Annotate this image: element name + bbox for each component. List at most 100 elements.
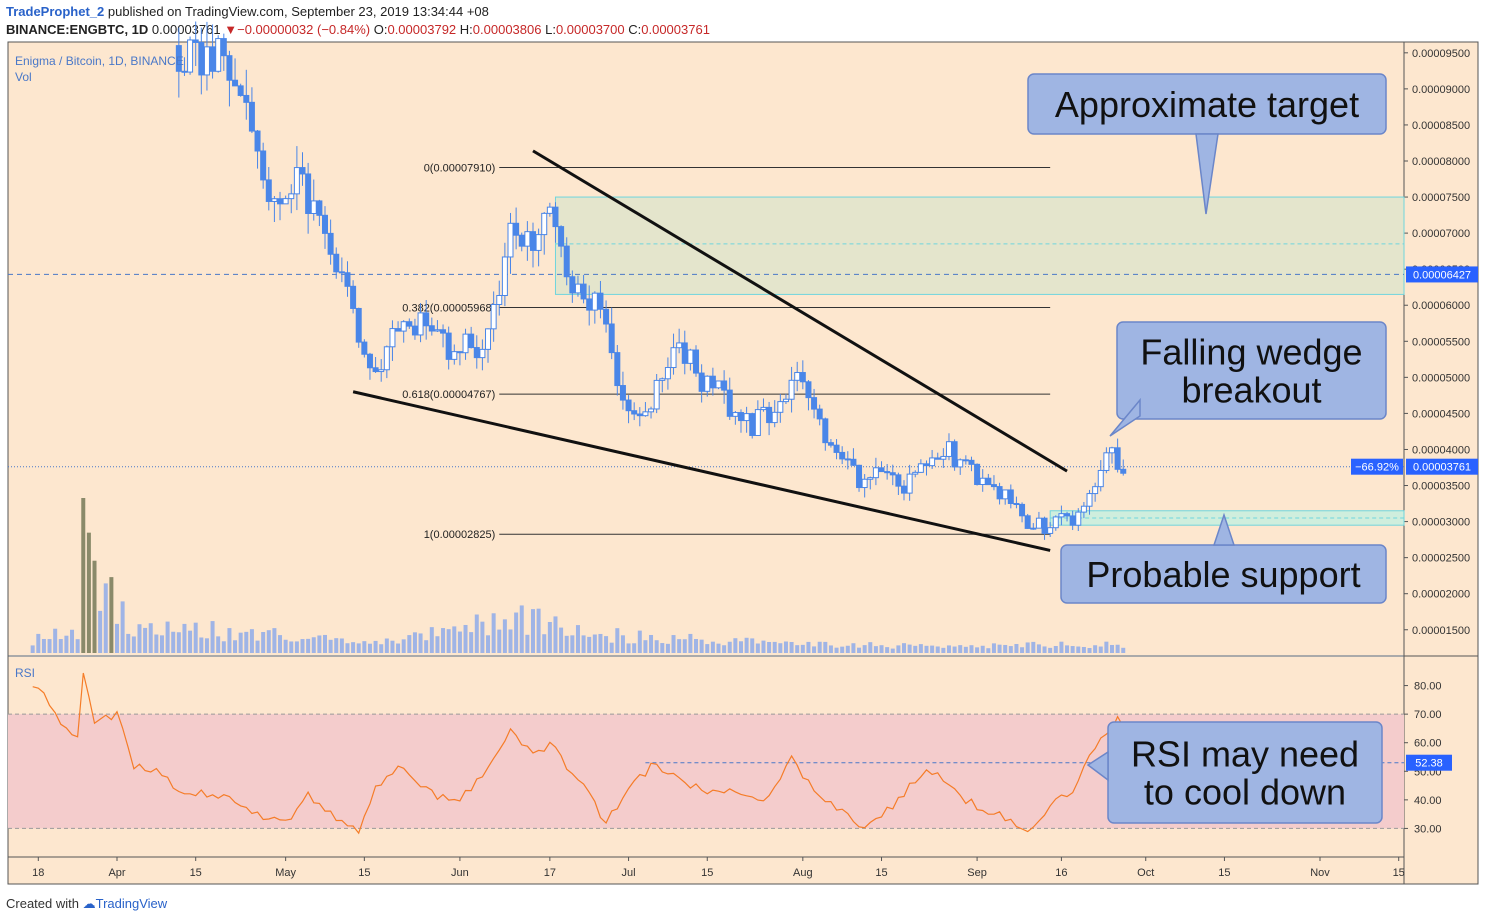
volume-bar	[328, 639, 333, 653]
candle-body	[872, 467, 879, 479]
candle-body	[1120, 468, 1127, 474]
author-link[interactable]: TradeProphet_2	[6, 4, 105, 19]
volume-bar	[615, 628, 620, 653]
volume-bar	[120, 601, 125, 653]
candle-body	[1024, 515, 1031, 529]
candle-body	[574, 283, 581, 294]
time-axis-bg	[8, 857, 1404, 884]
price-tick-label: 0.00007500	[1412, 192, 1470, 204]
volume-bar	[441, 628, 446, 653]
low-label: L:	[545, 22, 556, 37]
chart-svg[interactable]: 0.00009500 0.00009000 0.00008500 0.00008000…	[0, 0, 1485, 892]
close-value: 0.00003761	[641, 22, 710, 37]
volume-bar	[705, 644, 710, 653]
volume-bar	[401, 639, 406, 653]
fib-label: 0.382(0.00005968)	[402, 303, 495, 315]
candle-body	[867, 477, 874, 480]
volume-bar	[362, 641, 367, 653]
candle-body	[777, 401, 784, 413]
created-with-text: Created with	[6, 896, 79, 911]
tradingview-brand[interactable]: TradingView	[95, 896, 168, 911]
callout-text: breakout	[1181, 370, 1321, 411]
volume-bar	[969, 645, 974, 653]
candle-body	[591, 292, 598, 311]
volume-bar	[373, 640, 378, 653]
volume-bar	[654, 640, 659, 653]
volume-bar	[525, 634, 530, 653]
volume-bar	[986, 648, 991, 653]
candle-body	[440, 329, 447, 334]
candle-body	[428, 325, 435, 332]
volume-bar	[637, 630, 642, 653]
volume-bar	[1115, 644, 1120, 653]
volume-bar	[862, 645, 867, 653]
candle-body	[743, 413, 750, 422]
volume-bar	[716, 643, 721, 653]
candle-body	[625, 399, 632, 412]
candle-body	[990, 484, 997, 488]
candle-body	[889, 472, 896, 476]
target-zone	[554, 196, 1405, 295]
volume-bar	[935, 646, 940, 653]
published-text: published on TradingView.com, September …	[107, 4, 489, 19]
candle-body	[485, 328, 492, 350]
candle-body	[288, 193, 295, 200]
volume-bar	[1031, 641, 1036, 653]
candle-body	[1103, 452, 1110, 471]
candle-body	[771, 411, 778, 424]
volume-bar	[351, 642, 356, 653]
candle-body	[856, 464, 863, 489]
volume-bar	[171, 631, 176, 653]
candle-body	[968, 459, 975, 465]
candle-body	[1007, 489, 1014, 505]
volume-bar	[795, 645, 800, 653]
candle-body	[456, 351, 463, 354]
candle-body	[333, 253, 340, 273]
callout-3: Probable support	[1060, 512, 1387, 604]
candle-body	[698, 372, 705, 392]
time-tick-label: 18	[32, 867, 44, 879]
price-tick-label: 0.00007000	[1412, 228, 1470, 240]
volume-bar	[1121, 647, 1126, 653]
open-label: O:	[373, 22, 388, 37]
volume-bar	[143, 627, 148, 653]
volume-bar	[896, 645, 901, 653]
last-price-change: −66.92%	[1355, 462, 1399, 474]
candle-body	[529, 231, 536, 251]
candle-body	[979, 477, 986, 485]
candle-body	[366, 353, 373, 369]
publish-header: TradeProphet_2 published on TradingView.…	[6, 4, 489, 19]
fib-label: 1(0.00002825)	[424, 529, 496, 541]
candle-body	[282, 198, 289, 205]
volume-bar	[694, 638, 699, 653]
volume-bar	[199, 637, 204, 653]
rsi-tick-label: 70.00	[1414, 709, 1442, 721]
candle-body	[901, 485, 908, 494]
volume-bar	[649, 634, 654, 653]
volume-bar	[210, 621, 215, 653]
volume-legend: Vol	[15, 70, 32, 84]
volume-bar	[446, 629, 451, 653]
volume-bar	[789, 641, 794, 653]
candle-body	[406, 321, 413, 327]
fib-label: 0(0.00007910)	[424, 162, 496, 174]
volume-bar	[64, 635, 69, 653]
volume-bar	[575, 625, 580, 653]
candle-body	[985, 477, 992, 486]
volume-bar	[289, 641, 294, 653]
candle-body	[1092, 486, 1099, 495]
price-tick-label: 0.00003500	[1412, 481, 1470, 493]
footer: Created with ☁TradingView	[6, 896, 167, 912]
volume-bar	[58, 639, 63, 653]
candle-body	[794, 372, 801, 381]
candle-body	[187, 39, 194, 73]
volume-bar	[47, 639, 52, 653]
volume-bar	[755, 643, 760, 653]
volume-bar	[845, 645, 850, 653]
volume-bar	[946, 645, 951, 653]
candle-body	[541, 212, 548, 236]
candle-body	[372, 367, 379, 373]
callout-text: Probable support	[1086, 554, 1360, 595]
